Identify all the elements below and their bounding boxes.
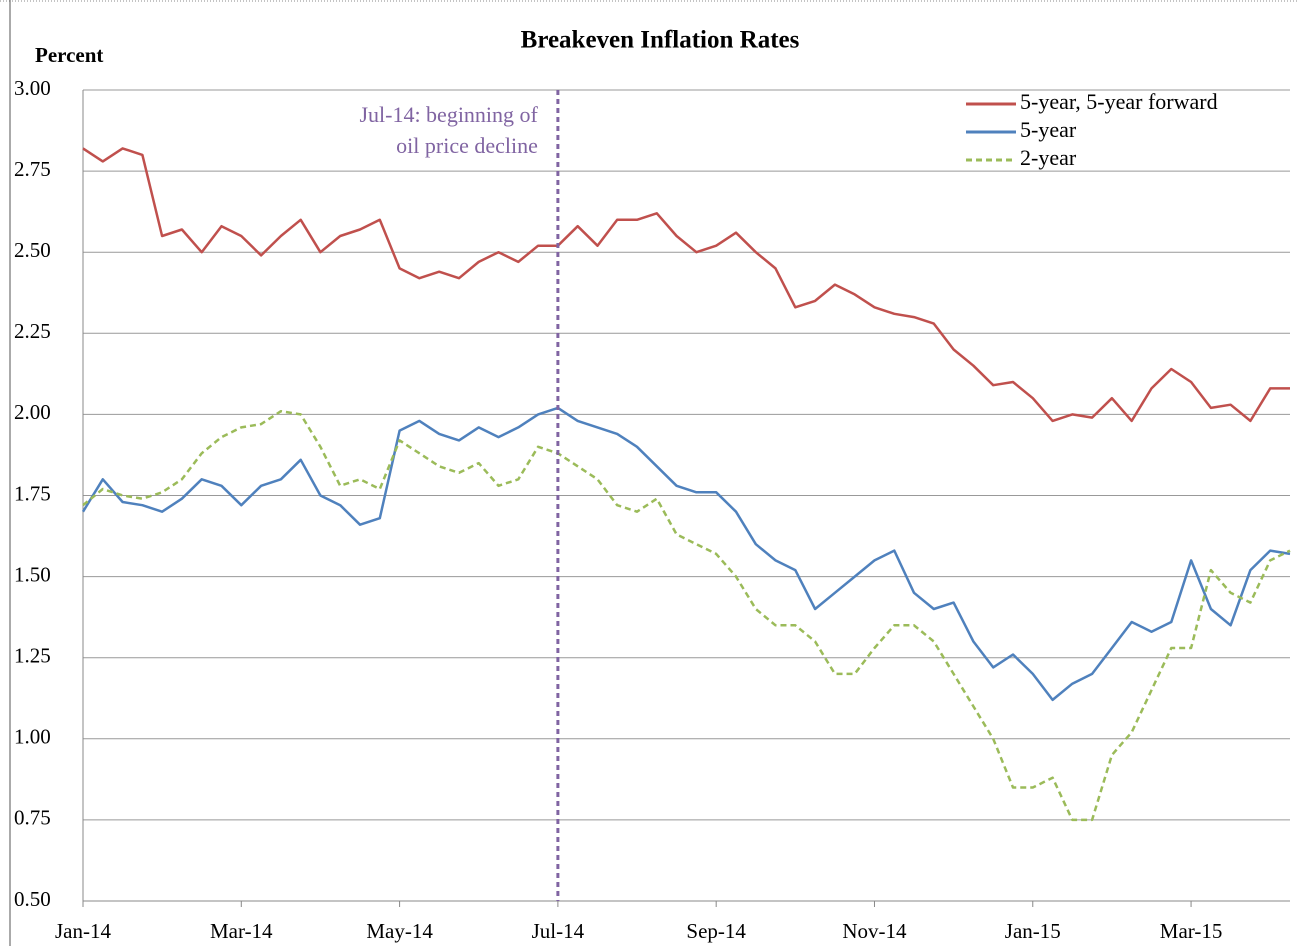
x-tick-label: Nov-14 (842, 919, 907, 943)
y-tick-label: 0.75 (14, 806, 51, 830)
y-tick-label: 1.75 (14, 481, 51, 505)
y-tick-label: 2.00 (14, 400, 51, 424)
y-tick-label: 1.25 (14, 644, 51, 668)
annotation-text: Jul-14: beginning of (359, 102, 538, 127)
x-tick-label: Jan-14 (55, 919, 111, 943)
y-tick-label: 2.50 (14, 238, 51, 262)
series-line (82, 409, 1291, 822)
legend-label: 5-year (1020, 117, 1077, 142)
series-line (81, 406, 1291, 702)
y-tick-label: 0.50 (14, 887, 51, 911)
y-tick-label: 2.25 (14, 319, 51, 343)
y-tick-label: 2.75 (14, 157, 51, 181)
y-tick-label: 1.50 (14, 562, 51, 586)
chart-title: Breakeven Inflation Rates (521, 27, 800, 54)
x-tick-label: May-14 (366, 919, 433, 943)
x-tick-label: Mar-14 (210, 919, 273, 943)
x-tick-label: Sep-14 (686, 919, 746, 943)
legend-label: 5-year, 5-year forward (1020, 89, 1218, 114)
legend-label: 2-year (1020, 145, 1077, 170)
x-tick-label: Jul-14 (532, 919, 585, 943)
y-tick-label: 3.00 (14, 76, 51, 100)
x-tick-label: Jan-15 (1005, 919, 1061, 943)
x-tick-label: Mar-15 (1160, 919, 1223, 943)
y-axis-label: Percent (35, 43, 103, 67)
y-tick-label: 1.00 (14, 725, 51, 749)
annotation-text: oil price decline (396, 133, 538, 158)
series-line (82, 147, 1290, 423)
